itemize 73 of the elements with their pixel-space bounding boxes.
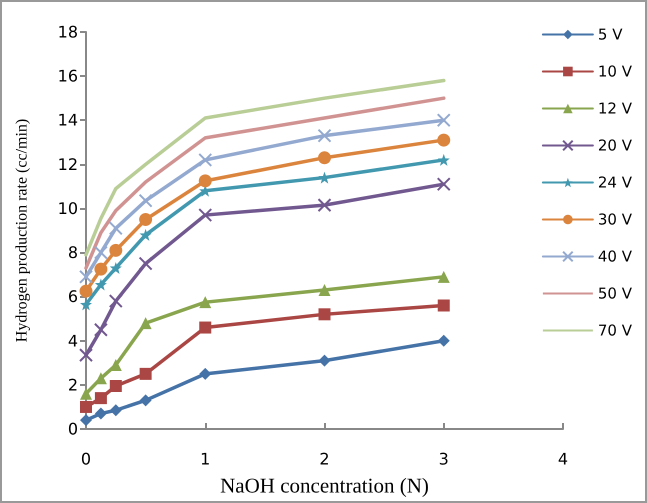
x-tick-label: 3 bbox=[438, 450, 449, 468]
point bbox=[318, 151, 331, 164]
point bbox=[438, 154, 450, 166]
point bbox=[140, 394, 152, 406]
y-tick-label: 8 bbox=[68, 243, 78, 262]
point bbox=[199, 322, 212, 334]
point bbox=[140, 368, 152, 380]
point bbox=[140, 228, 152, 241]
x-tick-label: 2 bbox=[319, 450, 330, 468]
point bbox=[94, 278, 107, 291]
legend-label: 12 V bbox=[598, 100, 633, 118]
point bbox=[198, 208, 212, 222]
x-tick-label: 0 bbox=[80, 450, 92, 468]
legend-label: 50 V bbox=[598, 284, 633, 302]
point bbox=[108, 221, 123, 236]
x-tick-label: 1 bbox=[200, 450, 210, 468]
legend-label: 30 V bbox=[598, 210, 633, 228]
point bbox=[318, 128, 332, 143]
legend-label: 20 V bbox=[598, 136, 633, 154]
y-tick-label: 10 bbox=[58, 198, 78, 218]
point bbox=[318, 198, 332, 212]
legend-label: 24 V bbox=[598, 174, 633, 192]
y-tick-label: 18 bbox=[58, 22, 78, 42]
point bbox=[138, 256, 153, 271]
legend-label: 5 V bbox=[598, 26, 624, 44]
x-axis-title: NaOH concentration (N) bbox=[220, 474, 429, 498]
x-tick-label: 4 bbox=[558, 450, 568, 468]
point bbox=[109, 244, 122, 257]
point bbox=[79, 270, 93, 284]
point bbox=[80, 388, 92, 400]
y-tick-label: 6 bbox=[68, 287, 78, 306]
point bbox=[199, 296, 212, 308]
point bbox=[108, 294, 123, 308]
point bbox=[94, 246, 108, 260]
point bbox=[138, 194, 153, 208]
legend-label: 40 V bbox=[598, 248, 633, 266]
point bbox=[438, 270, 450, 283]
point bbox=[318, 284, 330, 296]
point bbox=[94, 322, 108, 337]
point bbox=[110, 380, 122, 392]
y-tick-label: 0 bbox=[68, 420, 78, 438]
point bbox=[436, 177, 451, 192]
y-tick-label: 16 bbox=[58, 66, 78, 86]
y-axis-title: Hydrogen production rate (cc/min) bbox=[14, 118, 30, 342]
point bbox=[94, 408, 107, 420]
point bbox=[199, 368, 212, 380]
y-tick-label: 4 bbox=[68, 331, 78, 350]
line-series bbox=[84, 78, 446, 257]
point bbox=[80, 414, 92, 426]
point bbox=[139, 212, 152, 226]
legend-label: 70 V bbox=[598, 322, 633, 340]
point bbox=[80, 284, 92, 298]
y-tick-label: 14 bbox=[58, 110, 78, 130]
legend-label: 10 V bbox=[598, 62, 633, 80]
point bbox=[110, 262, 122, 274]
line-series bbox=[84, 96, 446, 270]
point bbox=[437, 134, 450, 147]
point bbox=[318, 354, 330, 367]
point bbox=[94, 262, 108, 276]
point bbox=[80, 298, 92, 310]
point bbox=[198, 174, 212, 188]
point bbox=[79, 348, 93, 362]
point bbox=[318, 308, 330, 320]
point bbox=[140, 317, 152, 330]
point bbox=[436, 113, 451, 128]
y-tick-label: 2 bbox=[68, 375, 78, 394]
y-tick-label: 12 bbox=[58, 154, 78, 174]
point bbox=[198, 152, 212, 167]
point bbox=[438, 299, 450, 312]
point bbox=[438, 334, 450, 347]
point bbox=[110, 404, 122, 416]
point bbox=[80, 400, 92, 413]
point bbox=[94, 392, 107, 404]
